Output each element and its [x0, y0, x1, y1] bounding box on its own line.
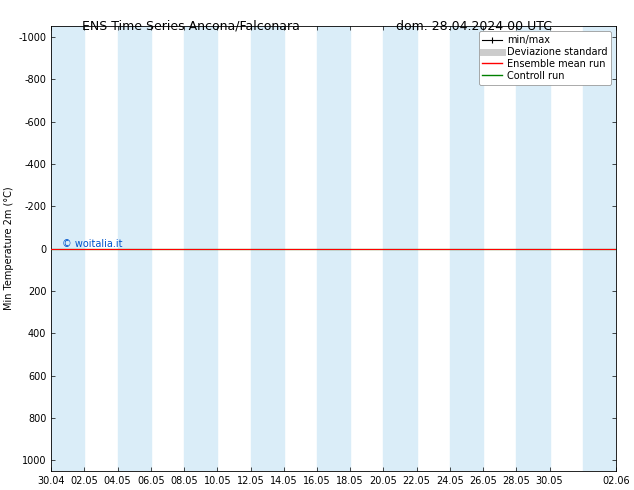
Text: © woitalia.it: © woitalia.it: [63, 239, 123, 248]
Y-axis label: Min Temperature 2m (°C): Min Temperature 2m (°C): [4, 187, 14, 310]
Bar: [583, 26, 616, 471]
Text: ENS Time Series Ancona/Falconara: ENS Time Series Ancona/Falconara: [82, 20, 301, 33]
Legend: min/max, Deviazione standard, Ensemble mean run, Controll run: min/max, Deviazione standard, Ensemble m…: [479, 31, 611, 85]
Bar: [250, 26, 284, 471]
Bar: [51, 26, 84, 471]
Bar: [317, 26, 350, 471]
Text: dom. 28.04.2024 00 UTC: dom. 28.04.2024 00 UTC: [396, 20, 552, 33]
Bar: [118, 26, 151, 471]
Bar: [184, 26, 217, 471]
Bar: [384, 26, 417, 471]
Bar: [516, 26, 550, 471]
Bar: [450, 26, 483, 471]
